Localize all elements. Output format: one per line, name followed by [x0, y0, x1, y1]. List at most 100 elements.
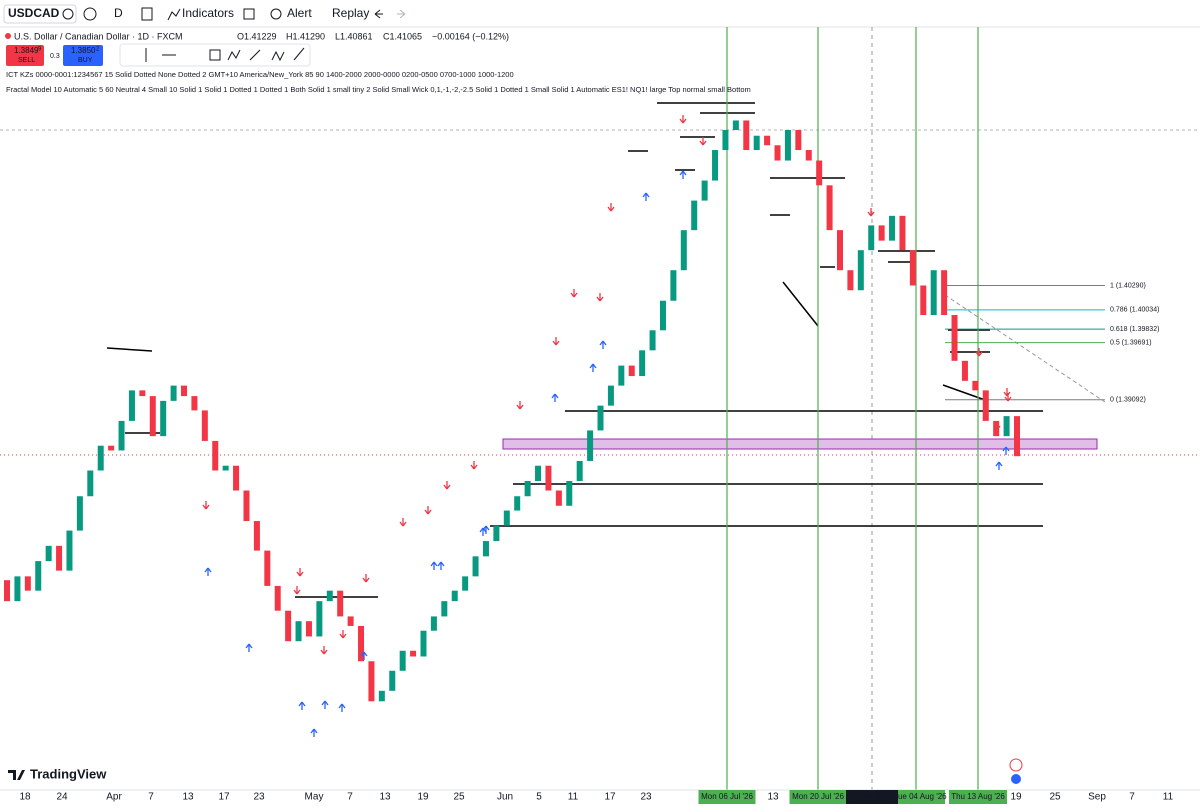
- candle: [368, 661, 375, 702]
- candle: [160, 400, 167, 437]
- x-tick-label: Sep: [1088, 792, 1106, 803]
- level-line: [106, 347, 153, 352]
- tool-pattern[interactable]: [227, 49, 241, 61]
- tool-ray[interactable]: [293, 47, 305, 61]
- indicators-button[interactable]: Indicators: [182, 6, 234, 20]
- candle: [451, 590, 458, 602]
- alert-icon[interactable]: [270, 8, 282, 20]
- candle: [201, 410, 208, 441]
- chart-type-icon[interactable]: [141, 7, 153, 21]
- event-icon[interactable]: [1009, 758, 1023, 772]
- signal-arrows: [202, 115, 1012, 737]
- levels: [106, 102, 1043, 598]
- x-tick-label: 11: [1163, 792, 1174, 803]
- candle: [347, 616, 354, 626]
- candle: [836, 230, 843, 271]
- candle: [576, 460, 583, 481]
- candle: [847, 270, 854, 291]
- drawing-toolbar: [119, 43, 311, 67]
- candle: [149, 396, 156, 437]
- buy-arrow: [338, 703, 346, 712]
- replay-button[interactable]: Replay: [332, 6, 369, 20]
- trend-line: [942, 384, 986, 401]
- candle: [24, 576, 31, 591]
- sell-arrow: [399, 518, 407, 527]
- candle: [389, 670, 396, 691]
- candle: [961, 360, 968, 381]
- candle: [524, 480, 531, 497]
- sell-arrow: [362, 574, 370, 583]
- x-tick-label: 25: [453, 792, 465, 803]
- compare-icon[interactable]: [62, 8, 74, 20]
- x-tick-label: 11: [568, 792, 579, 803]
- fib-label: 0.5 (1.39691): [1110, 339, 1152, 346]
- candle: [795, 130, 802, 151]
- undo-icon[interactable]: [374, 9, 383, 19]
- sell-arrow: [993, 422, 1001, 431]
- x-tick-label: 17: [604, 792, 616, 803]
- add-symbol-icon[interactable]: [83, 7, 97, 21]
- tool-line[interactable]: [249, 49, 261, 61]
- candle: [826, 185, 833, 231]
- legend-low: L1.40861: [335, 31, 373, 41]
- buy-arrow: [245, 643, 253, 652]
- candle: [326, 590, 333, 602]
- x-tick-label: 25: [1049, 792, 1061, 803]
- sell-arrow: [867, 208, 875, 217]
- candle: [243, 490, 250, 522]
- candle: [701, 180, 708, 201]
- candle: [566, 480, 573, 506]
- sell-arrow: [202, 501, 210, 510]
- x-tick-label: 23: [640, 792, 652, 803]
- candle: [628, 365, 635, 377]
- x-tick-label: 13: [767, 792, 779, 803]
- candle: [618, 365, 625, 386]
- plot: 1 (1.40290) 0.786 (1.40034) 0.618 (1.39832…: [4, 120, 1159, 702]
- sell-arrow: [570, 289, 578, 298]
- buy-arrow: [204, 567, 212, 576]
- layouts-icon[interactable]: [243, 8, 255, 20]
- date-marker-box: [698, 790, 756, 804]
- interval[interactable]: D: [114, 6, 123, 20]
- buy-button[interactable]: [63, 45, 103, 66]
- candle: [774, 145, 781, 161]
- sell-arrow: [320, 646, 328, 655]
- fib-diagonal: [944, 294, 1106, 403]
- candle: [170, 385, 177, 401]
- buy-arrow: [430, 561, 438, 570]
- candle: [1003, 416, 1010, 437]
- indicator-fractal: Fractal Model 10 Automatic 5 60 Neutral …: [6, 85, 751, 94]
- sell-button[interactable]: [6, 45, 44, 66]
- logo-mark: [8, 770, 25, 780]
- candle: [764, 135, 771, 146]
- sell-arrow: [1004, 393, 1012, 402]
- candle: [118, 420, 125, 451]
- indicators-icon[interactable]: [167, 8, 181, 21]
- spread: 0.3: [50, 53, 60, 60]
- x-tick-label: Apr: [106, 792, 122, 803]
- candle: [816, 160, 823, 186]
- candle: [732, 120, 739, 131]
- candle: [97, 445, 104, 471]
- date-marker-box: [949, 790, 1007, 804]
- redo-icon[interactable]: [397, 9, 406, 19]
- fib-label: 0 (1.39092): [1110, 397, 1146, 404]
- x-tick-label: 7: [347, 792, 353, 803]
- candle: [982, 390, 989, 421]
- candle: [493, 525, 500, 542]
- candle: [316, 601, 323, 637]
- alert-button[interactable]: Alert: [287, 6, 312, 20]
- candle: [722, 130, 729, 151]
- sell-arrow: [1003, 388, 1011, 397]
- candle: [14, 576, 21, 602]
- candle: [56, 545, 63, 571]
- flag-icon[interactable]: [1011, 774, 1021, 784]
- symbol-search[interactable]: [3, 4, 77, 24]
- vertical-markers: [726, 27, 979, 790]
- candle: [420, 630, 427, 657]
- tool-path[interactable]: [271, 50, 285, 62]
- tool-rect[interactable]: [209, 49, 221, 61]
- candle: [920, 285, 927, 316]
